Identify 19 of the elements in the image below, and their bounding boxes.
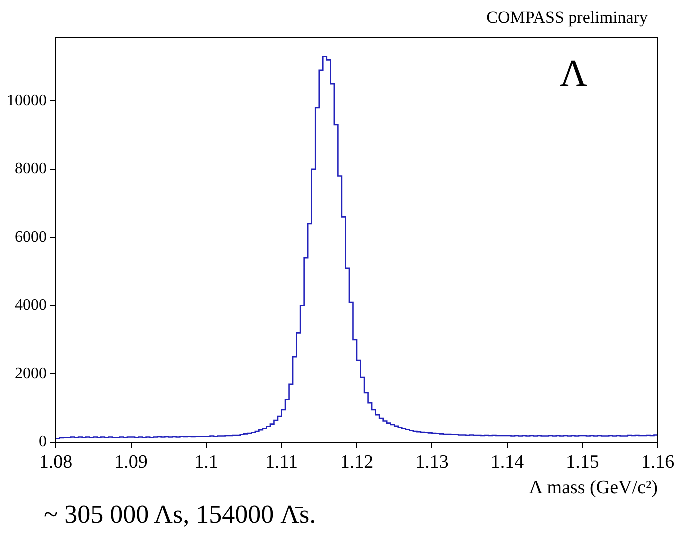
x-tick-label: 1.14 [490,452,525,473]
x-tick-label: 1.15 [566,452,600,473]
y-tick-label: 4000 [15,297,47,314]
x-tick-label: 1.16 [641,452,675,473]
x-axis-title: Λ mass (GeV/c²) [529,478,658,499]
x-tick-label: 1.08 [39,452,73,473]
annotation: Λ [560,52,588,96]
x-tick-label: 1.11 [265,452,298,473]
y-tick-label: 10000 [7,92,47,110]
y-tick-label: 0 [39,434,47,451]
x-tick-label: 1.1 [194,452,218,473]
text: COMPASS preliminary [486,8,648,28]
y-tick-label: 8000 [15,160,47,178]
y-tick-label: 6000 [15,228,47,246]
x-tick-label: 1.09 [114,452,148,473]
text: ~ 305 000 Λs, 154000 Λ̄s. [44,500,316,530]
x-tick-label: 1.13 [416,452,449,473]
y-tick-label: 2000 [15,365,47,382]
x-tick-label: 1.12 [340,452,374,473]
